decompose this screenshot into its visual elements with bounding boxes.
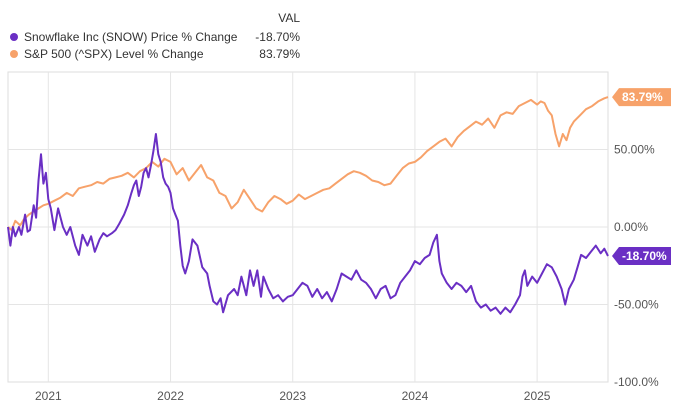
legend-marker-snow (10, 33, 18, 41)
x-tick-label-4: 2025 (524, 389, 551, 403)
y-axis-ticks: 50.00% 0.00% -50.00% -100.0% (614, 143, 659, 390)
legend-marker-spx (10, 50, 18, 58)
x-tick-label-0: 2021 (35, 389, 62, 403)
y-tick-label-1: 0.00% (614, 220, 648, 234)
y-tick-label-2: -50.00% (614, 298, 659, 312)
y-tick-label-0: 50.00% (614, 143, 655, 157)
legend-label-snow: Snowflake Inc (SNOW) Price % Change (24, 30, 238, 44)
last-value-callouts: -18.70% 83.79% (612, 88, 671, 265)
legend: VAL Snowflake Inc (SNOW) Price % Change … (10, 11, 300, 61)
callout-badge-snow (612, 246, 671, 265)
x-tick-label-3: 2024 (402, 389, 429, 403)
x-tick-label-2: 2023 (279, 389, 306, 403)
series-line-snow (7, 133, 609, 315)
grid-lines (7, 71, 609, 383)
callout-value-spx: 83.79% (622, 90, 663, 104)
legend-label-spx: S&P 500 (^SPX) Level % Change (24, 47, 204, 61)
legend-value-spx: 83.79% (259, 47, 300, 61)
callout-badge-spx (612, 88, 671, 107)
x-tick-label-1: 2022 (157, 389, 184, 403)
legend-header: VAL (278, 11, 300, 25)
callout-value-snow: -18.70% (622, 249, 667, 263)
y-tick-label-3: -100.0% (614, 375, 659, 389)
x-axis-ticks: 2021 2022 2023 2024 2025 (35, 389, 551, 403)
legend-value-snow: -18.70% (255, 30, 300, 44)
series-line-spx (7, 96, 609, 232)
series-lines (7, 96, 609, 315)
